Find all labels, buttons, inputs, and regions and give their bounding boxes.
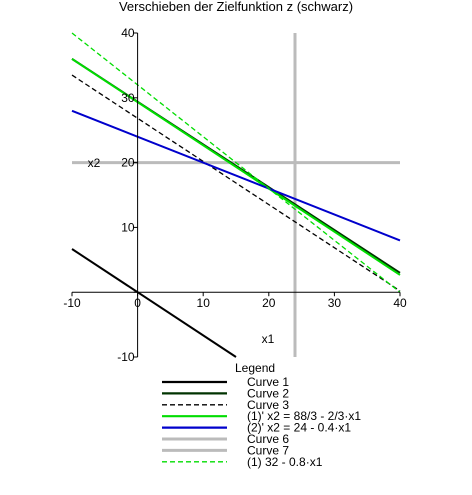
series-4-line [71,58,401,276]
x-axis-label: x1 [262,332,275,346]
legend-label: Curve 6 [247,432,289,446]
series-1-line [71,248,237,358]
legend-label: (1) 32 - 0.8·x1 [247,455,323,469]
x-tick-label: 10 [197,296,211,310]
legend-label: (2)' x2 = 24 - 0.4·x1 [247,421,351,435]
chart-title: Verschieben der Zielfunktion z (schwarz) [119,0,353,14]
y-tick-label: -10 [117,350,135,364]
series-3-line [71,74,401,292]
x-tick-label: 20 [262,296,276,310]
legend-label: Curve 1 [247,375,289,389]
series-8-line [71,32,401,293]
series-5-line [71,109,401,242]
legend-title: Legend [235,361,275,375]
y-tick-label: 10 [121,220,135,234]
legend-label: Curve 2 [247,386,289,400]
x-tick-label: 30 [328,296,342,310]
y-axis-label: x2 [88,156,101,170]
x-tick-label: 40 [393,296,407,310]
series-layer [71,32,401,358]
x-tick-label: -10 [63,296,81,310]
legend-label: Curve 7 [247,443,289,457]
axes-layer: -10 0 10 20 30 40 -10 10 20 30 40 [63,26,407,364]
legend-label: (1)' x2 = 88/3 - 2/3·x1 [247,409,361,423]
y-tick-label: 30 [121,91,135,105]
x-tick-label: 0 [134,296,141,310]
y-tick-label: 20 [121,156,135,170]
legend-label: Curve 3 [247,398,289,412]
y-tick-label: 40 [121,26,135,40]
